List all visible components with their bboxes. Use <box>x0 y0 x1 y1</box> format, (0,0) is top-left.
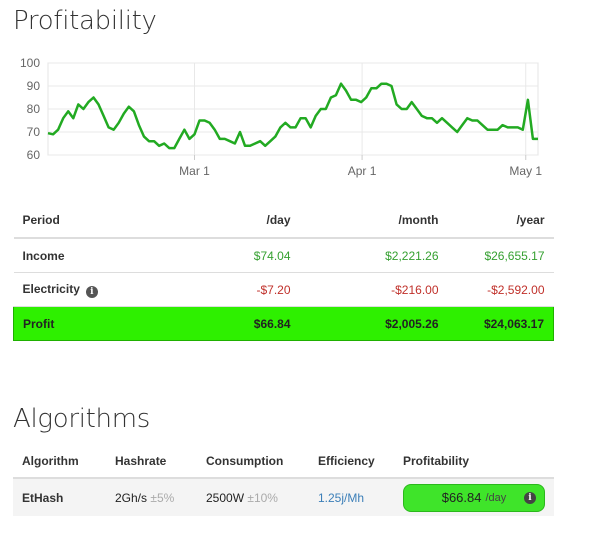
row-label-electricity-cell: Electricity i <box>13 272 182 307</box>
hashrate-value: 2Gh/s <box>115 490 148 505</box>
profitability-table: Period /day /month /year Income $74.04 $… <box>13 203 554 341</box>
profitability-chart: 60 70 80 90 100 Mar 1 Apr 1 May 1 <box>20 56 542 178</box>
efficiency-cell: 1.25j/Mh <box>309 478 394 516</box>
row-label-profit: Profit <box>13 306 182 341</box>
column-header-consumption: Consumption <box>197 445 309 479</box>
profitability-info-icon[interactable]: i <box>524 491 536 504</box>
table-row-income: Income $74.04 $2,221.26 $26,655.17 <box>13 238 554 273</box>
algorithms-header-row: Algorithm Hashrate Consumption Efficienc… <box>13 445 554 479</box>
consumption-value: 2500W <box>206 490 245 505</box>
profit-year: $24,063.17 <box>447 306 554 341</box>
y-tick-label: 90 <box>27 79 41 93</box>
efficiency-value: 1.25j/Mh <box>318 490 365 505</box>
hashrate-tolerance: ±5% <box>150 490 175 505</box>
algorithms-table: Algorithm Hashrate Consumption Efficienc… <box>13 445 554 516</box>
column-header-month: /month <box>299 203 448 239</box>
algorithms-title: Algorithms <box>13 404 150 434</box>
consumption-tolerance: ±10% <box>247 490 278 505</box>
income-day: $74.04 <box>181 238 300 273</box>
row-label-income: Income <box>13 238 182 273</box>
income-month: $2,221.26 <box>299 238 448 273</box>
profit-day: $66.84 <box>181 306 300 341</box>
column-header-day: /day <box>181 203 300 239</box>
column-header-hashrate: Hashrate <box>106 445 197 479</box>
table-row-electricity: Electricity i -$7.20 -$216.00 -$2,592.00 <box>13 272 554 307</box>
profitability-unit: /day <box>485 491 507 504</box>
profitability-badge: $66.84/day i <box>403 483 545 512</box>
income-year: $26,655.17 <box>447 238 554 273</box>
series-line-profitability <box>47 82 538 150</box>
y-tick-label: 60 <box>27 148 41 162</box>
profitability-header-row: Period /day /month /year <box>13 203 554 239</box>
column-header-algorithm: Algorithm <box>13 445 106 479</box>
y-tick-label: 100 <box>20 56 40 70</box>
electricity-year: -$2,592.00 <box>447 272 554 307</box>
algorithm-name: EtHash <box>13 478 106 516</box>
profitability-table-container: Period /day /month /year Income $74.04 $… <box>13 203 554 341</box>
electricity-info-icon[interactable]: i <box>85 285 98 298</box>
profit-month: $2,005.26 <box>299 306 448 341</box>
x-tick-label: May 1 <box>509 164 542 178</box>
electricity-month: -$216.00 <box>299 272 448 307</box>
profitability-cell: $66.84/day i <box>394 478 554 516</box>
algorithms-table-container: Algorithm Hashrate Consumption Efficienc… <box>13 445 554 516</box>
profitability-value: $66.84 <box>441 490 482 505</box>
column-header-period: Period <box>13 203 182 239</box>
y-tick-label: 80 <box>27 102 41 116</box>
x-tick-label: Mar 1 <box>179 164 210 178</box>
profitability-title: Profitability <box>13 6 157 36</box>
y-tick-label: 70 <box>27 125 41 139</box>
hashrate-cell: 2Gh/s ±5% <box>106 478 197 516</box>
x-tick-label: Apr 1 <box>348 164 377 178</box>
electricity-day: -$7.20 <box>181 272 300 307</box>
column-header-efficiency: Efficiency <box>309 445 394 479</box>
column-header-profitability: Profitability <box>394 445 554 479</box>
column-header-year: /year <box>447 203 554 239</box>
table-row-profit: Profit $66.84 $2,005.26 $24,063.17 <box>13 306 554 341</box>
table-row: EtHash 2Gh/s ±5% 2500W ±10% 1.25j/Mh $66… <box>13 478 554 516</box>
row-label-electricity: Electricity <box>22 281 80 296</box>
consumption-cell: 2500W ±10% <box>197 478 309 516</box>
